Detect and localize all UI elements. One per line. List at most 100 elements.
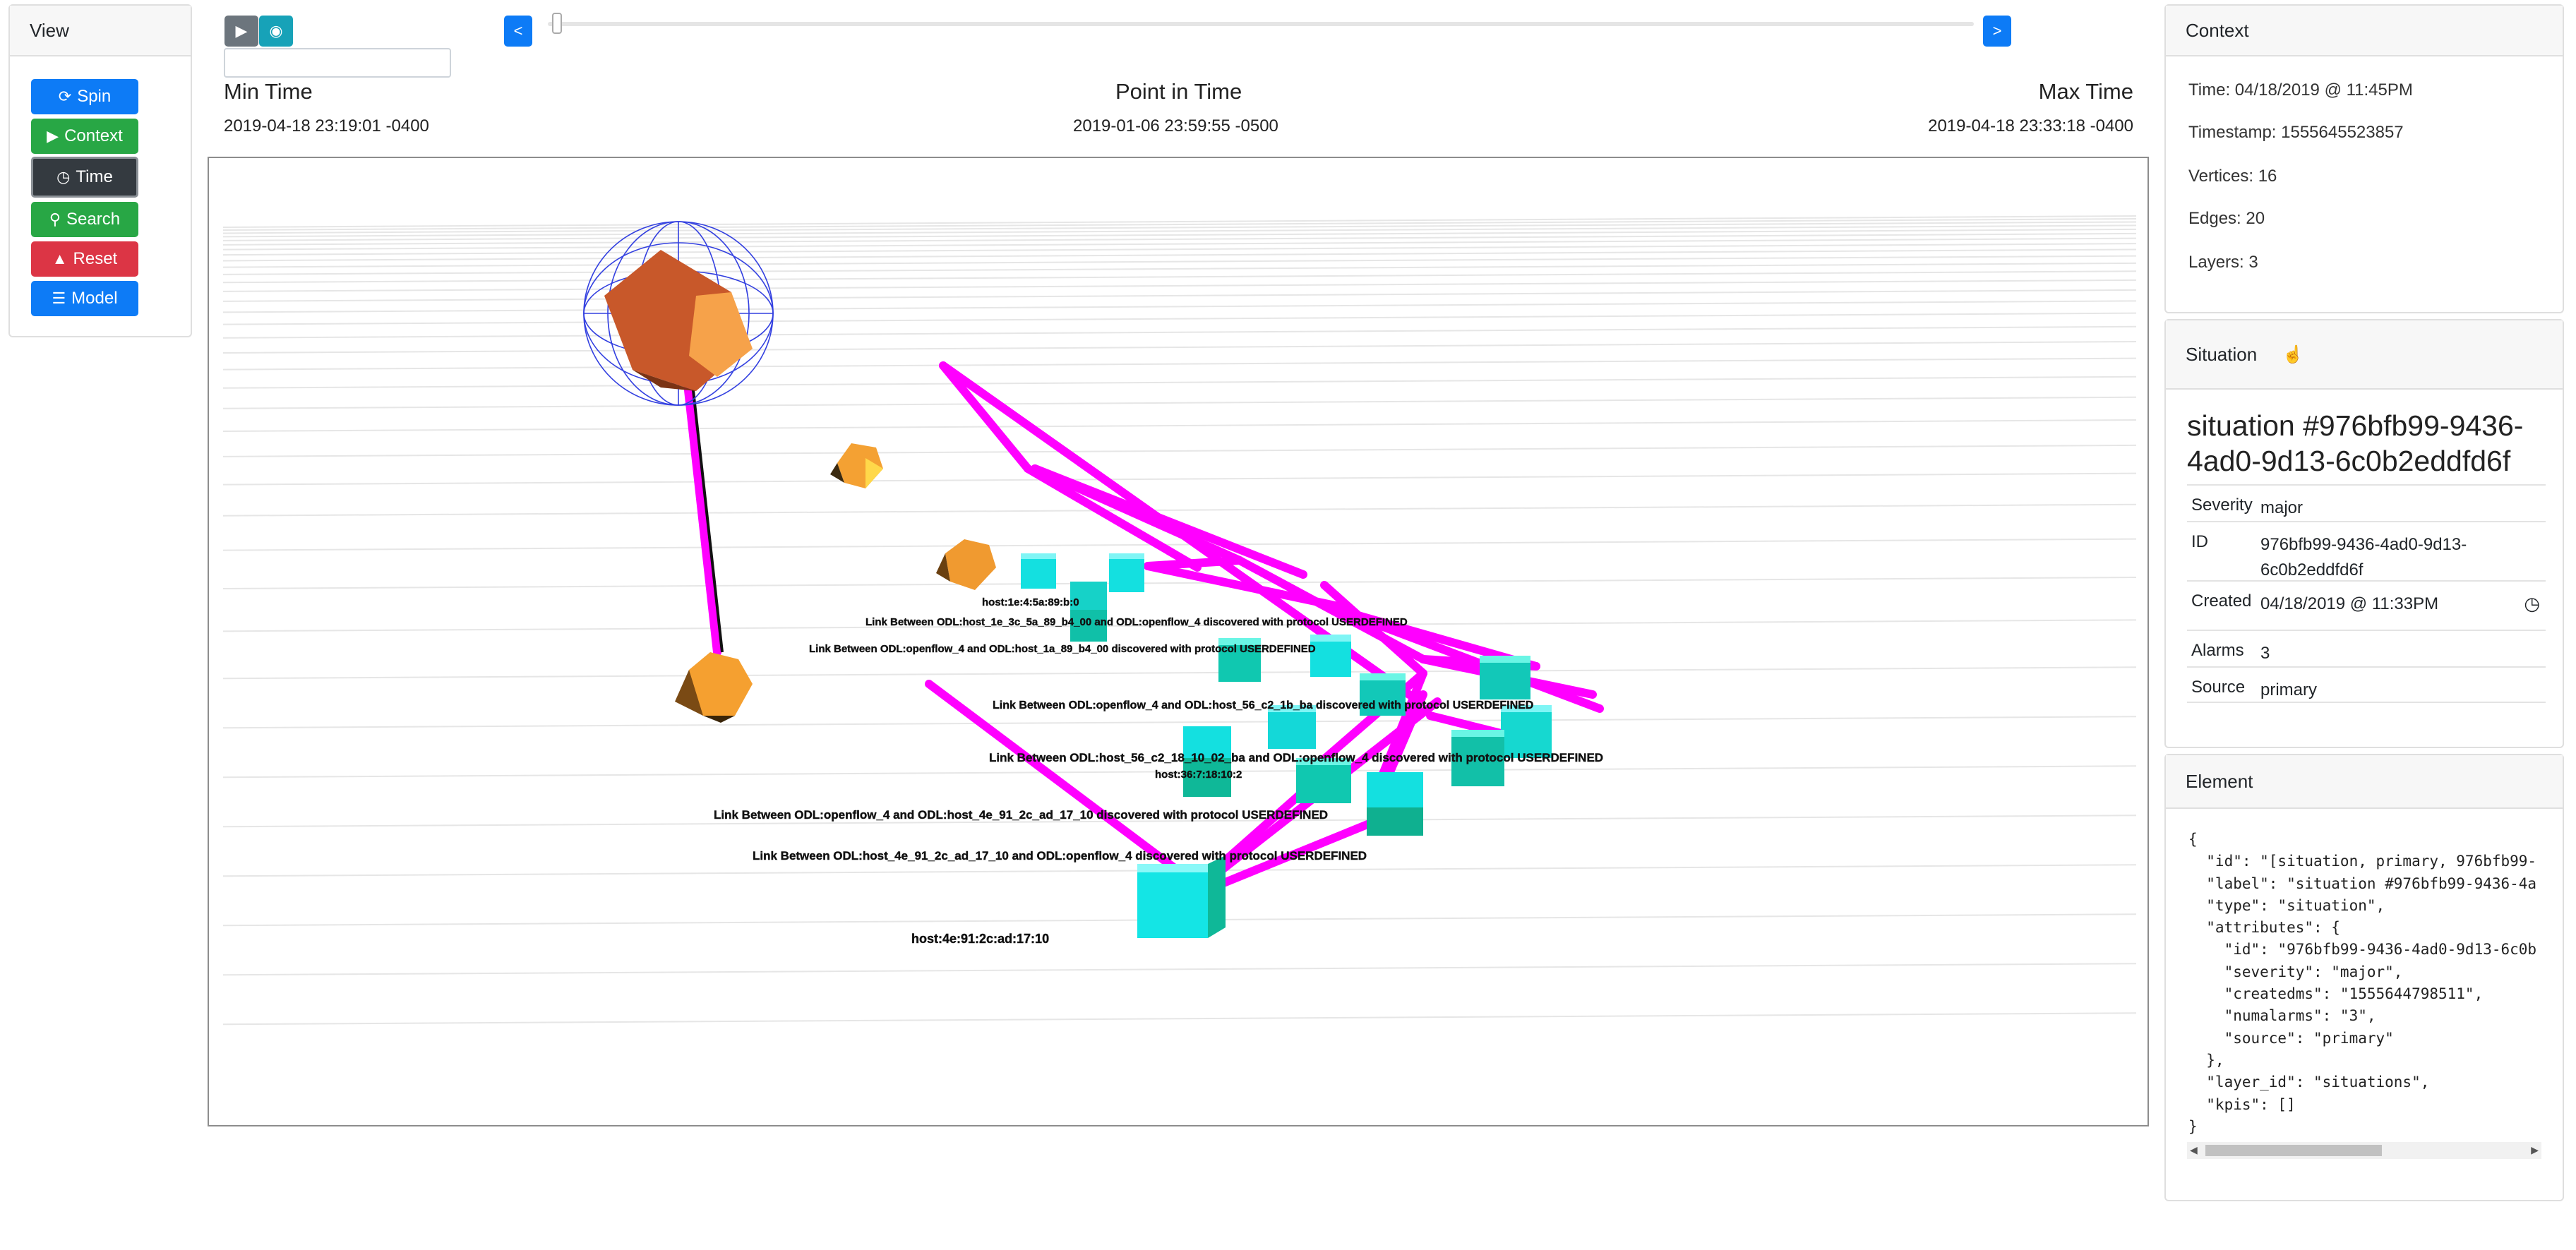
graph-label: host:4e:91:2c:ad:17:10 bbox=[911, 932, 1049, 946]
eye-icon: ◉ bbox=[269, 22, 283, 40]
clock-icon[interactable]: ◷ bbox=[2524, 593, 2540, 614]
spin-icon: ⟳ bbox=[58, 88, 72, 105]
prev-label: < bbox=[513, 22, 523, 40]
next-time-button[interactable]: > bbox=[1983, 16, 2011, 47]
element-panel-title: Element bbox=[2186, 770, 2253, 792]
context-edges: Edges: 20 bbox=[2188, 209, 2265, 228]
scroll-left-icon[interactable]: ◀ bbox=[2190, 1144, 2198, 1155]
grid-line bbox=[222, 325, 2137, 339]
prev-time-button[interactable]: < bbox=[504, 16, 532, 47]
grid-line bbox=[222, 765, 2137, 779]
min-time-value: 2019-04-18 23:19:01 -0400 bbox=[224, 116, 429, 136]
host-cube[interactable] bbox=[1268, 705, 1316, 749]
graph-svg[interactable]: host:1e:4:5a:89:b:0 Link Between ODL:hos… bbox=[209, 158, 2149, 1126]
context-panel-title: Context bbox=[2186, 19, 2249, 41]
host-cube[interactable] bbox=[1367, 772, 1423, 836]
search-button-label: Search bbox=[66, 210, 121, 229]
horizontal-scrollbar[interactable]: ◀ ▶ bbox=[2187, 1142, 2541, 1159]
grid-line bbox=[222, 576, 2137, 589]
grid-line bbox=[222, 289, 2137, 302]
max-time-label: Max Time bbox=[2038, 79, 2133, 104]
alarm-node[interactable] bbox=[675, 652, 753, 723]
spin-button-label: Spin bbox=[77, 87, 112, 106]
context-button[interactable]: ▶ Context bbox=[31, 119, 138, 154]
min-time-label: Min Time bbox=[224, 79, 313, 104]
point-time-label: Point in Time bbox=[1115, 79, 1242, 104]
time-button[interactable]: ◷ Time bbox=[31, 157, 138, 198]
graph-canvas[interactable]: host:1e:4:5a:89:b:0 Link Between ODL:hos… bbox=[208, 157, 2149, 1126]
scroll-right-icon[interactable]: ▶ bbox=[2531, 1144, 2539, 1155]
edge bbox=[1024, 464, 1202, 572]
grid-line bbox=[222, 538, 2137, 551]
situation-panel-title: Situation bbox=[2186, 343, 2258, 365]
host-cube[interactable] bbox=[1296, 758, 1351, 803]
time-slider-handle[interactable] bbox=[552, 13, 563, 34]
edge bbox=[1320, 581, 1427, 678]
situation-panel: Situation ☝ situation #976bfb99-9436-4ad… bbox=[2164, 319, 2564, 748]
situation-node[interactable] bbox=[604, 250, 753, 391]
element-panel: Element { "id": "[situation, primary, 97… bbox=[2164, 754, 2564, 1201]
grid-line bbox=[222, 1012, 2137, 1026]
next-label: > bbox=[1992, 22, 2002, 40]
play-icon: ▶ bbox=[235, 22, 248, 40]
point-time-value: 2019-01-06 23:59:55 -0500 bbox=[1073, 116, 1278, 136]
host-cube[interactable] bbox=[1183, 726, 1231, 797]
row-value: 976bfb99-9436-4ad0-9d13-6c0b2eddfd6f bbox=[2260, 535, 2467, 579]
host-cube[interactable] bbox=[1480, 656, 1530, 699]
grid-line bbox=[222, 503, 2137, 517]
host-cube[interactable] bbox=[1070, 582, 1107, 642]
alarm-node[interactable] bbox=[830, 443, 883, 488]
grid-line bbox=[222, 221, 2137, 234]
grid-line bbox=[222, 444, 2137, 457]
grid-line bbox=[222, 619, 2137, 632]
search-button[interactable]: ⚲ Search bbox=[31, 202, 138, 237]
host-cube[interactable] bbox=[1451, 730, 1504, 786]
grid-line bbox=[222, 243, 2137, 256]
context-panel: Context Time: 04/18/2019 @ 11:45PM Times… bbox=[2164, 4, 2564, 313]
search-icon: ⚲ bbox=[49, 210, 61, 228]
edge bbox=[939, 361, 1032, 473]
grid-line bbox=[222, 237, 2137, 251]
eye-button[interactable]: ◉ bbox=[259, 16, 293, 47]
host-cube[interactable] bbox=[1021, 553, 1056, 589]
host-cube[interactable] bbox=[1310, 635, 1351, 677]
row-value: major bbox=[2260, 498, 2304, 517]
grid-line bbox=[222, 396, 2137, 409]
view-panel-header: View bbox=[10, 6, 191, 56]
clock-icon: ◷ bbox=[56, 168, 71, 186]
graph-label: host:1e:4:5a:89:b:0 bbox=[982, 596, 1079, 608]
row-value: 3 bbox=[2260, 644, 2270, 663]
row-key: Created bbox=[2191, 591, 2252, 611]
edge bbox=[1334, 606, 1604, 713]
row-key: Source bbox=[2191, 678, 2246, 697]
grid-line bbox=[222, 341, 2137, 354]
graph-label: host:36:7:18:10:2 bbox=[1155, 769, 1242, 781]
grid-line bbox=[222, 815, 2137, 828]
time-input[interactable] bbox=[224, 48, 451, 78]
play-square-icon: ▶ bbox=[47, 127, 59, 145]
situation-title: situation #976bfb99-9436-4ad0-9d13-6c0b2… bbox=[2187, 409, 2524, 477]
time-slider-track[interactable] bbox=[548, 22, 1974, 26]
host-cube[interactable] bbox=[1501, 705, 1552, 758]
grid-line bbox=[222, 279, 2137, 292]
spin-button[interactable]: ⟳ Spin bbox=[31, 79, 138, 114]
play-button[interactable]: ▶ bbox=[224, 16, 258, 47]
host-cube[interactable] bbox=[1218, 638, 1261, 682]
host-cube[interactable] bbox=[1360, 673, 1406, 716]
row-key: Alarms bbox=[2191, 641, 2244, 660]
host-cube[interactable] bbox=[1109, 553, 1144, 592]
view-panel-title: View bbox=[30, 19, 69, 41]
grid-line bbox=[222, 716, 2137, 729]
context-timestamp: Timestamp: 1555645523857 bbox=[2188, 123, 2404, 142]
scrollbar-thumb[interactable] bbox=[2205, 1145, 2382, 1156]
element-panel-header: Element bbox=[2166, 755, 2563, 809]
model-button[interactable]: ☰ Model bbox=[31, 281, 138, 316]
alarm-node[interactable] bbox=[936, 539, 996, 590]
list-icon: ☰ bbox=[52, 289, 66, 307]
reset-button-label: Reset bbox=[73, 249, 118, 268]
grid-lines bbox=[222, 215, 2137, 1026]
grid-line bbox=[222, 215, 2137, 228]
context-time: Time: 04/18/2019 @ 11:45PM bbox=[2188, 80, 2413, 100]
reset-button[interactable]: ▲ Reset bbox=[31, 241, 138, 277]
host-cube[interactable] bbox=[1137, 855, 1226, 938]
